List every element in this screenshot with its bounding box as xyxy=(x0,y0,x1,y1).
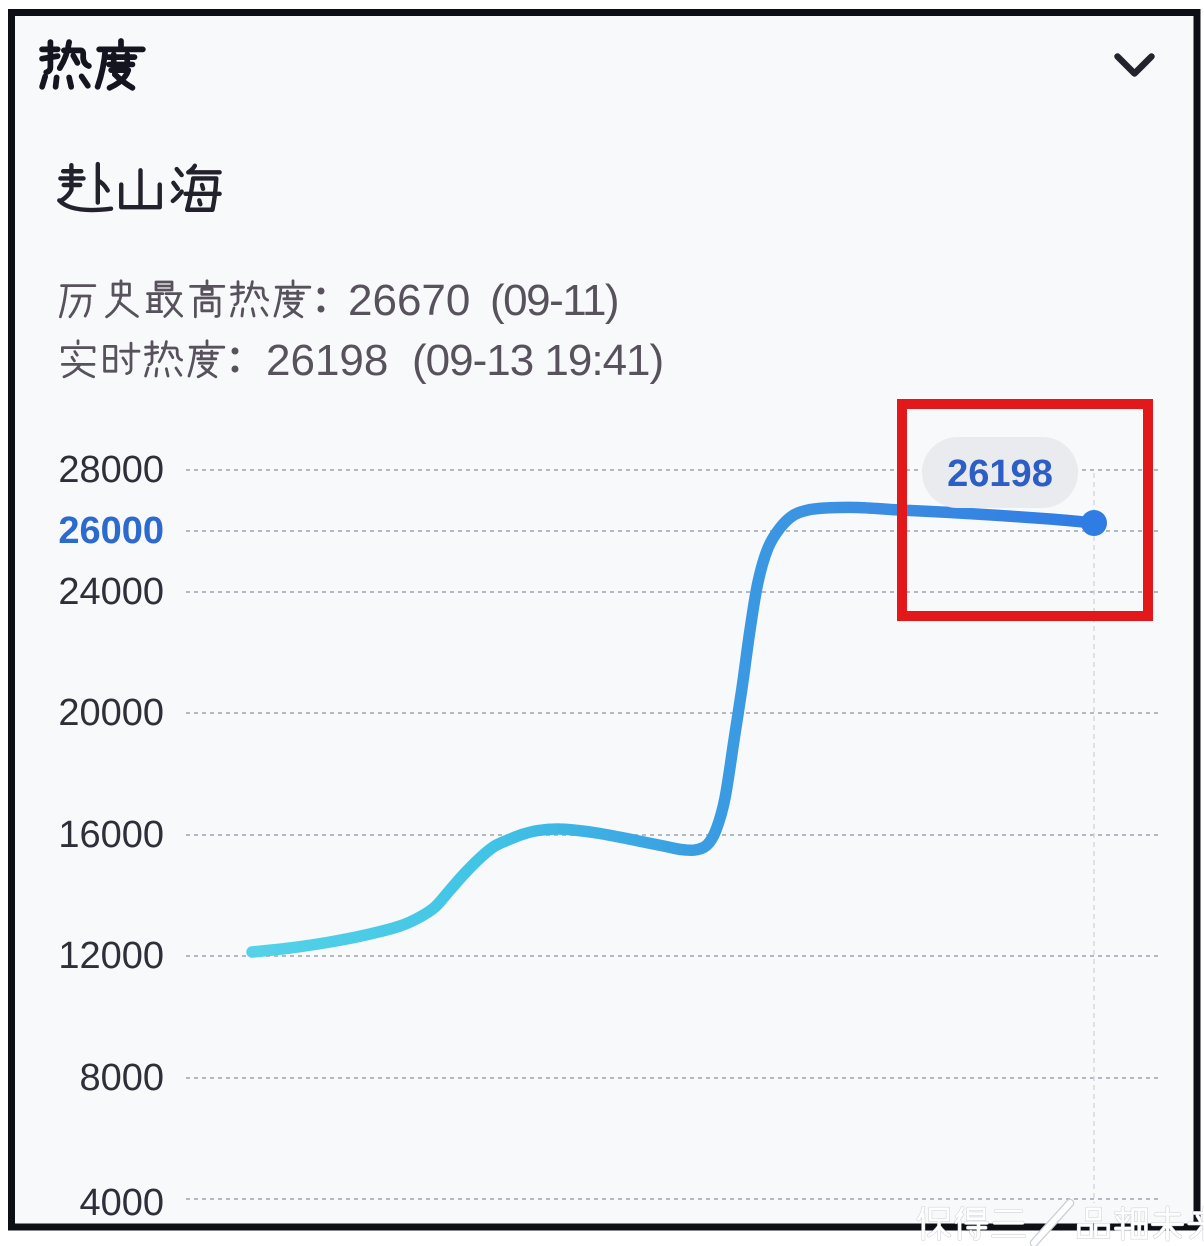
svg-text:(09-11): (09-11) xyxy=(490,276,618,325)
svg-text:24000: 24000 xyxy=(58,571,164,613)
svg-text:26198: 26198 xyxy=(266,336,388,385)
svg-text:(09-13 19:41): (09-13 19:41) xyxy=(412,336,663,385)
svg-text:26000: 26000 xyxy=(58,510,164,552)
svg-text:8000: 8000 xyxy=(79,1057,164,1099)
svg-text:12000: 12000 xyxy=(58,935,164,977)
svg-text:16000: 16000 xyxy=(58,814,164,856)
svg-text:28000: 28000 xyxy=(58,449,164,491)
svg-text:26198: 26198 xyxy=(947,453,1053,495)
svg-text:4000: 4000 xyxy=(79,1182,164,1224)
svg-text:20000: 20000 xyxy=(58,692,164,734)
svg-text:26670: 26670 xyxy=(348,276,470,325)
